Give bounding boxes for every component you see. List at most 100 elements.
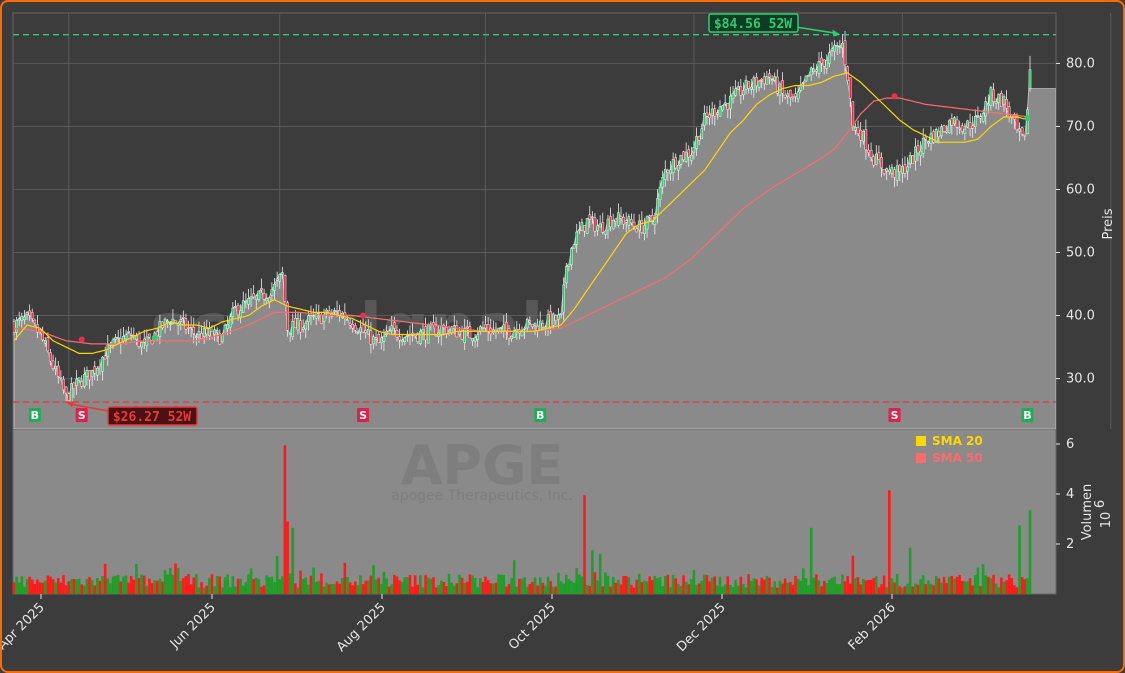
candle-body [538, 320, 542, 331]
volume-bar [228, 587, 232, 594]
candle-body [296, 317, 300, 331]
volume-bar [1000, 577, 1003, 594]
candle-body [301, 327, 305, 330]
candle-body [171, 318, 175, 325]
candle-body [755, 76, 758, 87]
volume-bar [898, 586, 902, 594]
candle-body [669, 169, 672, 174]
candle-body [895, 165, 899, 181]
date-tick-label: Jun 2025 [167, 600, 219, 652]
volume-bar [49, 576, 52, 594]
candle-body [736, 86, 740, 90]
candle-body [762, 76, 766, 85]
volume-bar [116, 575, 120, 594]
volume-bar [15, 576, 18, 594]
candle-body [786, 93, 790, 97]
volume-bar [809, 527, 813, 594]
volume-bar [606, 575, 610, 594]
date-tick-label: Apr 2025 [2, 600, 48, 653]
volume-bar [1010, 578, 1014, 594]
volume-bar [197, 587, 201, 594]
volume-bar [335, 581, 339, 594]
volume-bar [51, 579, 55, 594]
volume-bar [846, 576, 849, 594]
volume-bar [890, 578, 894, 594]
volume-bar [400, 581, 404, 594]
volume-bar [59, 582, 63, 594]
candle-body [572, 244, 576, 249]
candle-body [380, 337, 383, 343]
candle-body [70, 383, 73, 404]
volume-bar [249, 568, 253, 594]
volume-bar [437, 585, 440, 594]
buy-signal-label: B [1023, 409, 1031, 422]
candle-body [200, 333, 203, 340]
volume-bar [208, 577, 211, 594]
volume-bar [359, 575, 362, 594]
candle-body [593, 217, 597, 232]
volume-bar [189, 584, 193, 594]
candle-body [937, 130, 941, 137]
candle-body [270, 289, 274, 296]
volume-bar [343, 562, 347, 594]
volume-bar [135, 563, 138, 594]
candle-body [882, 169, 886, 174]
volume-bar [882, 575, 886, 594]
candle-body [630, 219, 633, 224]
candle-body [637, 220, 641, 231]
candle-body [291, 321, 295, 337]
volume-bar [88, 576, 91, 594]
candle-body [353, 325, 357, 331]
volume-bar [221, 587, 224, 594]
volume-bar [690, 578, 693, 594]
legend-swatch-sma20 [916, 436, 926, 446]
candle-body [861, 131, 865, 142]
candle-body [848, 77, 852, 99]
volume-bar [333, 583, 336, 594]
volume-bar [124, 575, 128, 594]
volume-bar [17, 582, 21, 594]
candle-body [653, 217, 657, 226]
volume-bar [505, 586, 508, 594]
volume-bar [554, 586, 558, 594]
volume-bar [549, 581, 552, 594]
volume-bar [669, 587, 672, 594]
volume-bar [796, 579, 800, 594]
candle-body [486, 324, 490, 332]
watermark-ticker: APGE [401, 434, 564, 497]
volume-bar [742, 583, 745, 594]
volume-bar [385, 578, 388, 594]
volume-bar [604, 572, 607, 594]
volume-bar [734, 580, 737, 594]
volume-bar [171, 574, 175, 594]
volume-bar [762, 579, 766, 594]
candle-body [911, 155, 915, 164]
candle-body [776, 76, 779, 94]
volume-bar [973, 575, 977, 594]
volume-bar [710, 577, 714, 594]
candle-body [62, 379, 65, 391]
candle-body [17, 318, 21, 321]
volume-bar [137, 577, 141, 594]
candle-body [557, 314, 560, 320]
volume-bar [244, 582, 248, 594]
candle-body [640, 219, 644, 233]
candle-body [643, 225, 646, 234]
candle-body [533, 322, 537, 326]
candle-body [768, 73, 771, 78]
volume-axis-ticks: 2 4 6 [1056, 437, 1074, 552]
candle-body [419, 331, 422, 344]
volume-bar [260, 586, 263, 594]
volume-bar [648, 576, 651, 594]
candle-body [781, 80, 784, 94]
volume-bar [718, 576, 722, 594]
volume-bar [330, 584, 334, 594]
volume-bar [512, 560, 516, 594]
volume-bar [231, 576, 235, 594]
candle-body [734, 88, 737, 96]
volume-bar [38, 582, 42, 594]
candle-body [825, 59, 829, 69]
candle-body [395, 329, 399, 338]
candle-body [46, 337, 50, 352]
candle-body [749, 86, 753, 90]
